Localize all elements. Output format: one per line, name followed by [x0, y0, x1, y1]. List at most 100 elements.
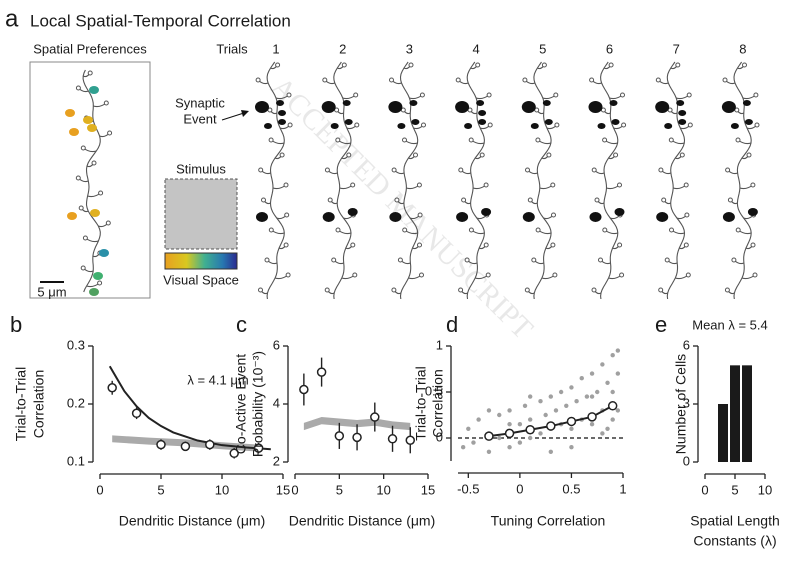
- x-tick-label: 1: [619, 481, 626, 496]
- spine-head: [284, 212, 290, 218]
- spine-head: [617, 182, 622, 188]
- spine-head: [287, 122, 293, 128]
- synaptic-event: [256, 212, 268, 222]
- preference-spine: [69, 128, 79, 136]
- spine-head: [458, 287, 464, 293]
- point: [595, 389, 600, 395]
- spine-head: [594, 197, 600, 203]
- point: [527, 417, 533, 422]
- synaptic-event: [389, 212, 402, 222]
- spine-head: [107, 130, 113, 136]
- panel-letter: e: [655, 312, 667, 337]
- x-tick-label: 0.5: [562, 481, 580, 496]
- point: [131, 408, 142, 419]
- bar: [730, 365, 740, 462]
- point: [610, 417, 615, 422]
- synaptic-event: [589, 212, 602, 222]
- y-axis-label: Number of Cells: [673, 354, 689, 454]
- spine-head: [391, 167, 397, 173]
- spine-head: [524, 287, 530, 293]
- synaptic-event: [276, 100, 284, 106]
- preference-spine: [99, 249, 109, 257]
- spine-head: [258, 287, 263, 293]
- synaptic-event: [744, 119, 753, 125]
- spine-head: [487, 122, 493, 128]
- synaptic-event: [542, 100, 551, 106]
- annotation: λ = 4.1 μm: [187, 372, 248, 387]
- y-tick-label: 2: [273, 453, 280, 468]
- spine-head: [754, 122, 760, 128]
- spine-head: [105, 220, 111, 226]
- spine-head: [554, 122, 560, 128]
- y-tick-label: 0.2: [67, 395, 85, 410]
- point: [584, 394, 590, 399]
- spine-head: [255, 77, 261, 83]
- spine-head: [324, 287, 330, 293]
- point: [405, 435, 416, 445]
- x-tick-label: 0: [516, 481, 523, 496]
- x-tick-label: 10: [758, 482, 772, 497]
- stimulus-label: Stimulus: [176, 161, 226, 176]
- point: [522, 403, 528, 408]
- spine-head: [553, 92, 559, 98]
- point: [605, 380, 610, 385]
- spine-head: [475, 62, 481, 68]
- spine-head: [80, 265, 86, 271]
- spine-head: [97, 280, 103, 286]
- synaptic-event: [397, 123, 406, 129]
- spine-head: [464, 257, 470, 263]
- panel-letter: a: [5, 5, 19, 32]
- point: [538, 431, 543, 436]
- spine-head: [608, 62, 614, 68]
- spine-head: [668, 137, 674, 143]
- spine-head: [687, 122, 693, 128]
- point: [484, 431, 494, 441]
- synaptic-event: [464, 123, 473, 129]
- x-tick-label: 15: [276, 482, 290, 497]
- preference-spine: [90, 209, 100, 217]
- spine-head: [279, 152, 285, 158]
- point: [180, 441, 191, 452]
- spine-head: [82, 235, 88, 241]
- point: [579, 376, 584, 381]
- point: [486, 408, 492, 413]
- preference-spine: [67, 212, 77, 220]
- trial-number: 7: [673, 41, 680, 56]
- point: [471, 440, 476, 445]
- spine-head: [268, 227, 274, 233]
- event-label: Synaptic: [175, 95, 225, 110]
- y-tick-label: 3: [683, 395, 690, 410]
- spine-head: [350, 242, 356, 248]
- synaptic-event: [522, 212, 535, 222]
- point: [497, 435, 502, 441]
- synaptic-event: [544, 119, 553, 125]
- y-axis-label: Trial-to-Trial: [13, 367, 29, 441]
- spine-head: [727, 197, 733, 203]
- spine-head: [327, 197, 333, 203]
- spine-head: [283, 182, 289, 188]
- spine-head: [664, 257, 670, 263]
- spine-head: [658, 287, 664, 293]
- spine-head: [551, 212, 556, 218]
- synaptic-event: [609, 100, 618, 106]
- point: [370, 412, 380, 422]
- point: [610, 389, 615, 395]
- spine-head: [402, 137, 407, 143]
- point: [558, 389, 564, 395]
- point: [486, 449, 492, 454]
- point: [504, 428, 515, 439]
- spine-head: [602, 137, 608, 143]
- spine-head: [75, 175, 81, 181]
- point: [460, 445, 466, 450]
- spine-head: [103, 100, 109, 106]
- spine-head: [546, 152, 552, 158]
- x-axis-label: Dendritic Distance (μm): [119, 513, 266, 529]
- y-axis-label: Probability (10⁻³): [250, 351, 266, 457]
- spine-head: [598, 257, 603, 263]
- synaptic-event: [388, 101, 403, 113]
- point: [316, 367, 327, 377]
- y-tick-label: 0: [683, 453, 690, 468]
- point: [589, 422, 595, 427]
- spine-head: [479, 152, 485, 158]
- synaptic-event: [264, 123, 272, 129]
